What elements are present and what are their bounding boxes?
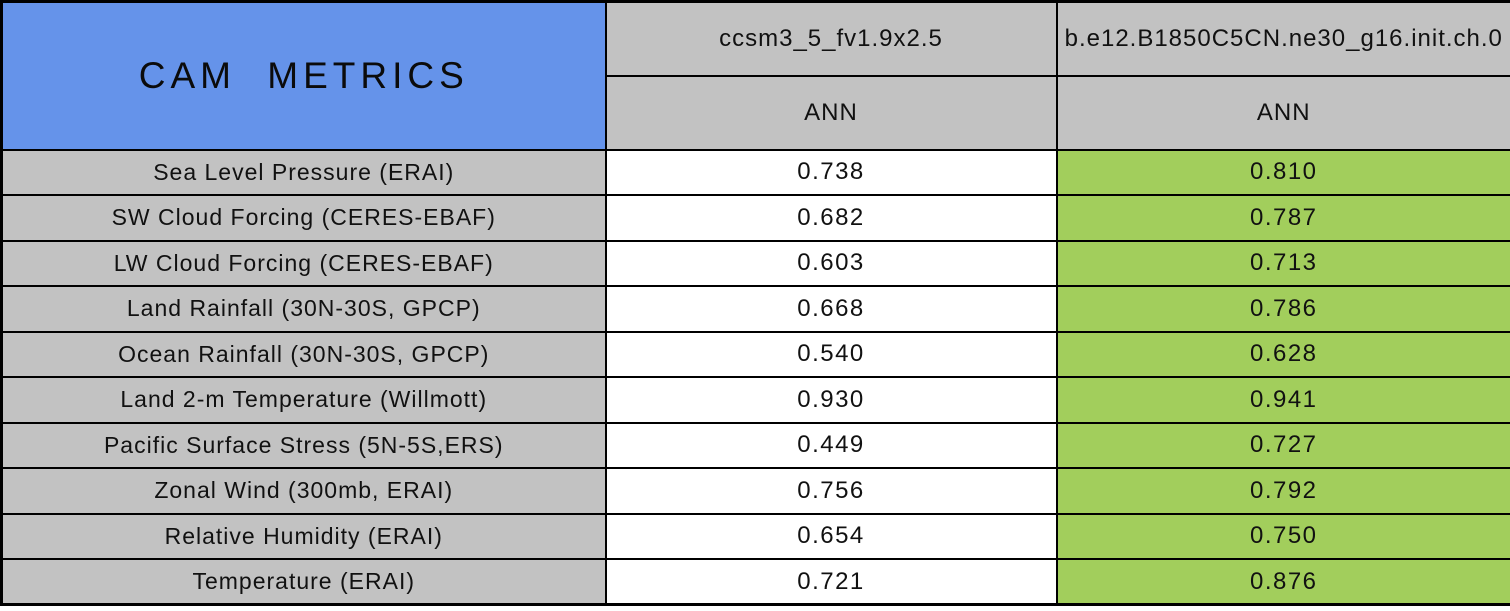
metric-label: Relative Humidity (ERAI) <box>0 512 607 560</box>
header-row-models: CAM METRICS ccsm3_5_fv1.9x2.5 b.e12.B185… <box>0 0 1510 151</box>
table-title: CAM METRICS <box>0 0 607 151</box>
metric-row: Pacific Surface Stress (5N-5S,ERS) 0.449 0… <box>0 421 1510 469</box>
header-row-seasons: ANN ANN <box>2 74 1510 151</box>
metric-value-model-2: 0.750 <box>1055 512 1510 560</box>
column-header-season-2: ANN <box>1055 74 1510 151</box>
metric-value-model-2: 0.810 <box>1055 148 1510 196</box>
metric-value-model-2: 0.792 <box>1055 467 1510 515</box>
metric-row: Ocean Rainfall (30N-30S, GPCP) 0.540 0.628 <box>0 330 1510 378</box>
metric-value-model-1: 0.540 <box>604 330 1058 378</box>
metric-value-model-1: 0.930 <box>604 376 1058 424</box>
metric-value-model-1: 0.756 <box>604 467 1058 515</box>
column-header-model-2: b.e12.B1850C5CN.ne30_g16.init.ch.0 <box>1055 0 1510 77</box>
metric-label: Land 2-m Temperature (Willmott) <box>0 376 607 424</box>
table-body: Sea Level Pressure (ERAI) 0.738 0.810 SW Cl… <box>0 148 1510 606</box>
metric-value-model-2: 0.727 <box>1055 421 1510 469</box>
metric-value-model-2: 0.628 <box>1055 330 1510 378</box>
metric-value-model-1: 0.668 <box>604 285 1058 333</box>
metric-value-model-2: 0.787 <box>1055 194 1510 242</box>
table-header: CAM METRICS ccsm3_5_fv1.9x2.5 b.e12.B185… <box>0 0 1510 151</box>
column-header-model-1: ccsm3_5_fv1.9x2.5 <box>604 0 1058 77</box>
metric-row: Land 2-m Temperature (Willmott) 0.930 0.94… <box>0 376 1510 424</box>
metric-label: Zonal Wind (300mb, ERAI) <box>0 467 607 515</box>
metric-value-model-2: 0.876 <box>1055 558 1510 606</box>
metric-value-model-1: 0.738 <box>604 148 1058 196</box>
metric-row: LW Cloud Forcing (CERES-EBAF) 0.603 0.713 <box>0 239 1510 287</box>
metric-value-model-1: 0.449 <box>604 421 1058 469</box>
metric-value-model-1: 0.603 <box>604 239 1058 287</box>
metric-row: Relative Humidity (ERAI) 0.654 0.750 <box>0 512 1510 560</box>
metric-row: Temperature (ERAI) 0.721 0.876 <box>0 558 1510 606</box>
metric-label: SW Cloud Forcing (CERES-EBAF) <box>0 194 607 242</box>
metric-row: SW Cloud Forcing (CERES-EBAF) 0.682 0.787 <box>0 194 1510 242</box>
metric-value-model-2: 0.713 <box>1055 239 1510 287</box>
metric-row: Sea Level Pressure (ERAI) 0.738 0.810 <box>0 148 1510 196</box>
metric-label: Temperature (ERAI) <box>0 558 607 606</box>
metric-value-model-1: 0.682 <box>604 194 1058 242</box>
metric-value-model-1: 0.721 <box>604 558 1058 606</box>
column-header-season-1: ANN <box>604 74 1058 151</box>
metric-value-model-2: 0.786 <box>1055 285 1510 333</box>
metric-row: Land Rainfall (30N-30S, GPCP) 0.668 0.786 <box>0 285 1510 333</box>
metric-label: Pacific Surface Stress (5N-5S,ERS) <box>0 421 607 469</box>
metric-label: LW Cloud Forcing (CERES-EBAF) <box>0 239 607 287</box>
metric-label: Ocean Rainfall (30N-30S, GPCP) <box>0 330 607 378</box>
metric-value-model-1: 0.654 <box>604 512 1058 560</box>
metric-value-model-2: 0.941 <box>1055 376 1510 424</box>
column-header-model-2-label: b.e12.B1850C5CN.ne30_g16.init.ch.0 <box>1064 24 1503 52</box>
metric-row: Zonal Wind (300mb, ERAI) 0.756 0.792 <box>0 467 1510 515</box>
metric-label: Land Rainfall (30N-30S, GPCP) <box>0 285 607 333</box>
metric-label: Sea Level Pressure (ERAI) <box>0 148 607 196</box>
